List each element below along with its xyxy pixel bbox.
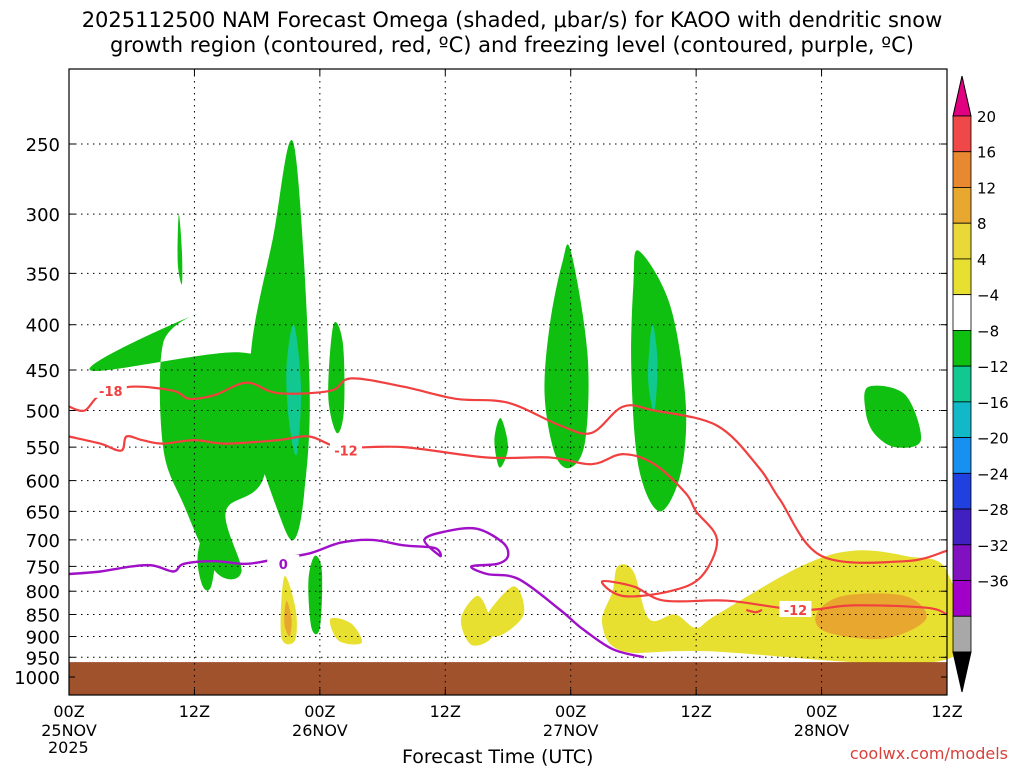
ytick-label-250: 250 <box>26 135 60 156</box>
xtick-date-0: 25NOV <box>41 721 97 740</box>
xtick-label-84: 12Z <box>931 702 962 721</box>
colorbar-label-5: −4 <box>977 287 999 305</box>
colorbar-label-7: −12 <box>977 358 1009 376</box>
omega-region-5 <box>631 250 687 512</box>
terrain-fill <box>69 662 947 695</box>
colorbar-seg-6 <box>952 329 972 367</box>
omega-region-18 <box>284 600 292 637</box>
colorbar-seg-12 <box>952 544 972 581</box>
xtick-label-24: 00Z <box>304 702 335 721</box>
xtick-label-48: 00Z <box>555 702 586 721</box>
year-label: 2025 <box>48 738 89 757</box>
x-axis-title: Forecast Time (UTC) <box>402 746 594 768</box>
dgz-label-0: -18 <box>99 385 123 400</box>
colorbar-seg-8 <box>952 401 972 439</box>
colorbar-seg-2 <box>952 187 972 224</box>
freezing-label-bg <box>267 554 300 571</box>
ytick-label-1000: 1000 <box>14 668 60 689</box>
colorbar-seg-1 <box>952 151 972 188</box>
dgz-label-2-bg <box>779 600 812 617</box>
colorbar-seg-14 <box>952 615 972 653</box>
colorbar: 20 16 12 8 4 −4 −8 −12 −16 −20 −24 −28 −32 −36 <box>952 75 1009 693</box>
colorbar-label-11: −28 <box>977 501 1009 519</box>
colorbar-label-4: 4 <box>977 251 987 269</box>
xtick-label-0: 00Z <box>53 702 84 721</box>
colorbar-seg-13 <box>952 580 972 617</box>
xtick-label-72: 00Z <box>806 702 837 721</box>
chart-title-line-2: growth region (contoured, red, ºC) and f… <box>110 33 914 57</box>
dgz-contour-2 <box>746 608 763 614</box>
colorbar-label-6: −8 <box>977 322 999 340</box>
omega-region-13 <box>460 595 494 646</box>
axis-ticks: 2503003504004505005506006507007508008509… <box>14 69 963 740</box>
ytick-label-300: 300 <box>26 205 60 226</box>
colorbar-seg-11 <box>952 508 972 546</box>
colorbar-seg-3 <box>952 222 972 260</box>
colorbar-seg-0 <box>952 115 972 153</box>
colorbar-seg-4 <box>952 258 972 296</box>
colorbar-bottom-arrow <box>952 651 972 693</box>
omega-region-8 <box>308 555 323 635</box>
ytick-label-500: 500 <box>26 402 60 423</box>
colorbar-label-1: 16 <box>977 144 996 162</box>
colorbar-label-10: −24 <box>977 465 1009 483</box>
freezing-contour <box>68 526 645 659</box>
xtick-date-24: 26NOV <box>292 721 348 740</box>
omega-region-17 <box>815 593 927 640</box>
chart-title-line-1: 2025112500 NAM Forecast Omega (shaded, μ… <box>81 8 943 32</box>
xtick-date-72: 28NOV <box>794 721 850 740</box>
colorbar-seg-5 <box>952 294 972 331</box>
omega-region-4 <box>544 244 589 469</box>
omega-region-16 <box>329 617 363 645</box>
dgz-contour-0 <box>68 377 948 564</box>
plot-frame <box>68 68 948 696</box>
omega-region-10 <box>286 324 302 456</box>
ytick-label-950: 950 <box>26 648 60 669</box>
colorbar-label-9: −20 <box>977 430 1009 448</box>
dgz-label-0-bg <box>94 381 127 398</box>
colorbar-label-12: −32 <box>977 537 1009 555</box>
omega-region-9 <box>177 214 183 285</box>
colorbar-label-2: 12 <box>977 179 996 197</box>
dgz-label-1: -12 <box>334 445 358 460</box>
dgz-label-2: -12 <box>784 604 808 619</box>
ytick-label-700: 700 <box>26 531 60 552</box>
ytick-label-800: 800 <box>26 582 60 603</box>
ytick-label-350: 350 <box>26 264 60 285</box>
omega-region-6 <box>864 385 922 448</box>
contour-layer: -18 -12 -12 0 <box>68 377 948 659</box>
ytick-label-650: 650 <box>26 502 60 523</box>
colorbar-label-13: −36 <box>977 573 1009 591</box>
xtick-label-12: 12Z <box>179 702 210 721</box>
colorbar-seg-9 <box>952 437 972 474</box>
omega-region-3 <box>494 418 509 468</box>
grid-lines <box>69 69 947 695</box>
ytick-label-850: 850 <box>26 606 60 627</box>
ytick-label-450: 450 <box>26 361 60 382</box>
ytick-label-600: 600 <box>26 472 60 493</box>
omega-region-11 <box>648 324 658 411</box>
site-credit: coolwx.com/models <box>849 744 1008 763</box>
ytick-label-550: 550 <box>26 438 60 459</box>
colorbar-label-8: −16 <box>977 394 1009 412</box>
colorbar-seg-7 <box>952 365 972 403</box>
colorbar-seg-10 <box>952 472 972 510</box>
xtick-date-48: 27NOV <box>543 721 599 740</box>
freezing-label: 0 <box>279 558 288 573</box>
xtick-label-36: 12Z <box>430 702 461 721</box>
dgz-label-1-bg <box>329 441 362 458</box>
omega-region-2 <box>328 321 345 434</box>
xtick-label-60: 12Z <box>680 702 711 721</box>
dgz-contour-1 <box>68 435 948 616</box>
ytick-label-750: 750 <box>26 557 60 578</box>
colorbar-label-3: 8 <box>977 215 987 233</box>
ytick-label-900: 900 <box>26 627 60 648</box>
ytick-label-400: 400 <box>26 316 60 337</box>
colorbar-top-arrow <box>952 75 972 117</box>
colorbar-label-0: 20 <box>977 108 996 126</box>
omega-region-14 <box>481 586 525 637</box>
